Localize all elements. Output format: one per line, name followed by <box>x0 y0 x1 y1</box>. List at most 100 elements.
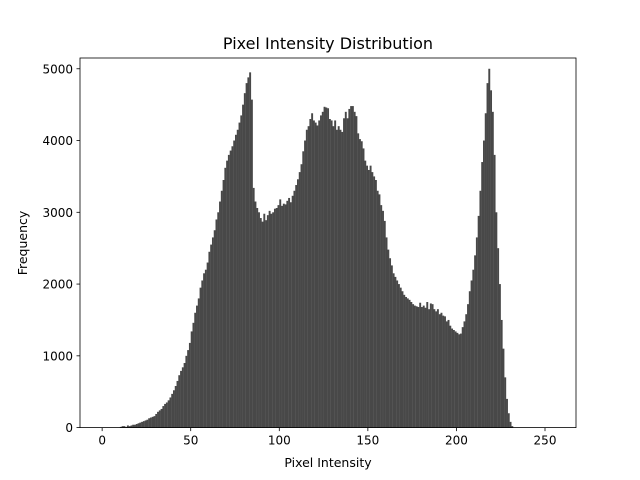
histogram-bar <box>148 418 151 428</box>
histogram-bar <box>174 385 177 428</box>
histogram-bar <box>382 210 384 428</box>
histogram-bar <box>188 342 191 428</box>
histogram-bar <box>254 201 257 428</box>
histogram-bar <box>139 422 142 428</box>
histogram-bar <box>410 302 413 428</box>
histogram-bar <box>320 115 322 428</box>
histogram-bar <box>465 314 468 428</box>
histogram-bar <box>397 284 400 428</box>
histogram-bar <box>442 315 445 428</box>
histogram-bar <box>219 201 221 428</box>
histogram-bar <box>295 185 298 428</box>
histogram-bar <box>348 108 351 428</box>
histogram-bar <box>187 350 190 428</box>
y-tick-label: 3000 <box>42 206 73 220</box>
histogram-bar <box>291 195 294 428</box>
histogram-bar <box>419 302 422 428</box>
histogram-bar <box>394 276 397 428</box>
histogram-bar <box>130 425 133 428</box>
histogram-bar <box>483 140 485 428</box>
histogram-bar <box>256 207 259 428</box>
histogram-bar <box>272 212 275 428</box>
histogram-bar <box>210 244 213 428</box>
histogram-bar <box>438 314 441 428</box>
histogram-bar <box>284 204 287 428</box>
histogram-bar <box>160 408 163 428</box>
histogram-bar <box>236 129 239 428</box>
histogram-bar <box>314 122 317 428</box>
histogram-bar <box>157 411 159 428</box>
histogram-bar <box>383 220 386 428</box>
histogram-bar <box>424 307 427 428</box>
histogram-bar <box>222 180 225 428</box>
histogram-bar <box>121 426 124 428</box>
histogram-bar <box>428 309 431 428</box>
histogram-bar <box>259 218 262 428</box>
histogram-bar <box>477 215 480 428</box>
histogram-bar <box>238 122 241 428</box>
histogram-bar <box>401 291 404 428</box>
x-tick-label: 100 <box>268 434 291 448</box>
histogram-bar <box>126 425 129 428</box>
histogram-bar <box>351 106 354 428</box>
y-tick-label: 5000 <box>42 62 73 76</box>
histogram-bar <box>305 129 308 428</box>
histogram-bar <box>362 148 365 428</box>
histogram-bar <box>429 303 432 428</box>
histogram-bar <box>321 111 324 428</box>
histogram-bar <box>479 190 482 428</box>
histogram-bar <box>346 118 349 428</box>
histogram-bar <box>204 269 207 428</box>
histogram-bar <box>304 140 307 428</box>
y-tick-label: 2000 <box>42 278 73 292</box>
histogram-bar <box>226 160 229 428</box>
histogram-bar <box>421 307 423 428</box>
histogram-bar <box>192 322 195 428</box>
histogram-bar <box>484 113 487 428</box>
histogram-bar <box>387 249 390 428</box>
histogram-bar <box>142 421 145 428</box>
histogram-bar <box>417 307 420 428</box>
histogram-bar <box>444 316 446 428</box>
histogram-bar <box>475 237 478 428</box>
histogram-bar <box>233 140 236 428</box>
histogram-bar <box>323 106 326 428</box>
histogram-bar <box>399 287 402 428</box>
histogram-bar <box>141 421 144 428</box>
histogram-bar <box>242 104 245 428</box>
histogram-bar <box>366 165 369 428</box>
histogram-bar <box>247 77 250 428</box>
histogram-bar <box>426 302 429 428</box>
histogram-bar <box>491 111 494 428</box>
histogram-bar <box>374 180 377 428</box>
histogram-bar <box>364 160 367 428</box>
histogram-bar <box>371 172 374 428</box>
histogram-bar <box>266 215 269 428</box>
histogram-bar <box>297 179 299 428</box>
histogram-bar <box>194 312 197 428</box>
y-axis-label: Frequency <box>15 210 30 275</box>
histogram-bar <box>318 120 321 428</box>
histogram-bar <box>337 126 340 428</box>
histogram-bar <box>208 251 211 428</box>
histogram-bar <box>403 294 406 428</box>
histogram-bar <box>135 424 138 428</box>
histogram-bar <box>373 176 376 428</box>
histogram-bar <box>502 348 505 428</box>
histogram-bar <box>286 200 289 428</box>
histogram-bar <box>231 146 234 428</box>
x-tick-label: 50 <box>183 434 198 448</box>
histogram-bar <box>353 111 356 428</box>
histogram-bar <box>334 120 337 428</box>
histogram-bar <box>498 284 501 428</box>
x-tick-label: 150 <box>356 434 379 448</box>
histogram-bar <box>243 93 246 428</box>
histogram-bar <box>413 305 416 428</box>
histogram-bar <box>490 90 493 428</box>
histogram-bar <box>261 221 264 428</box>
histogram-bar <box>468 291 471 428</box>
x-axis-ticks: 0 50 100 150 200 250 <box>98 427 556 448</box>
histogram-bar <box>357 133 360 428</box>
histogram-bar <box>339 129 342 428</box>
histogram-bar <box>456 332 459 428</box>
